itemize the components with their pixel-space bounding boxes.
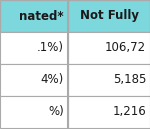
Text: Not Fully: Not Fully bbox=[80, 10, 138, 22]
Text: %): %) bbox=[48, 106, 64, 119]
Bar bbox=[68, 0, 150, 32]
Bar bbox=[68, 32, 150, 64]
Text: nated*: nated* bbox=[19, 10, 64, 22]
Text: 5,185: 5,185 bbox=[113, 74, 146, 87]
Bar bbox=[0, 96, 68, 128]
Bar bbox=[0, 64, 68, 96]
Text: .1%): .1%) bbox=[37, 42, 64, 54]
Bar bbox=[0, 32, 68, 64]
Bar bbox=[68, 64, 150, 96]
Bar bbox=[68, 96, 150, 128]
Bar bbox=[0, 0, 68, 32]
Text: 4%): 4%) bbox=[41, 74, 64, 87]
Text: 106,72: 106,72 bbox=[105, 42, 146, 54]
Text: 1,216: 1,216 bbox=[112, 106, 146, 119]
